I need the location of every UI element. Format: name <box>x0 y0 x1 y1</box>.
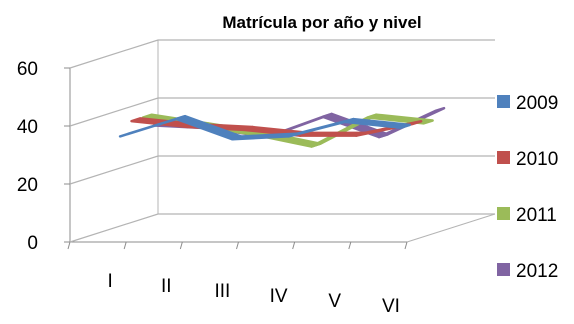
legend-swatch-2010 <box>497 151 510 164</box>
legend-label-2009: 2009 <box>516 93 558 114</box>
x-tick-mark <box>348 241 352 250</box>
x-tick-label: I <box>107 271 112 292</box>
legend: 2009 2010 2011 2012 <box>497 93 558 282</box>
y-tick-label: 40 <box>17 117 38 138</box>
y-axis-ticks: 0 20 40 60 <box>17 59 38 254</box>
y-tick-label: 0 <box>27 233 38 254</box>
legend-swatch-2009 <box>497 95 510 108</box>
x-tick-label: III <box>214 281 230 302</box>
x-tick-label: V <box>328 291 341 312</box>
y-tick-label: 60 <box>17 59 38 80</box>
legend-swatch-2012 <box>497 263 510 276</box>
series-2009 <box>118 114 411 141</box>
gridline <box>69 97 495 127</box>
chart-title: Matrícula por año y nivel <box>222 13 421 32</box>
x-tick-mark <box>123 241 127 250</box>
gridline <box>69 213 495 243</box>
x-axis-ticks: I II III IV V VI <box>107 271 399 317</box>
gridline <box>69 39 495 69</box>
legend-label-2012: 2012 <box>516 261 558 282</box>
x-tick-mark <box>67 241 71 250</box>
x-tick-label: II <box>161 276 172 297</box>
x-tick-mark <box>179 241 183 250</box>
series-layer <box>118 106 446 148</box>
y-tick-label: 20 <box>17 175 38 196</box>
gridlines <box>64 39 495 250</box>
floor-edge <box>406 213 496 243</box>
x-tick-mark <box>236 241 239 250</box>
x-tick-mark <box>292 241 296 250</box>
x-tick-label: VI <box>382 296 400 317</box>
legend-label-2010: 2010 <box>516 149 558 170</box>
legend-swatch-2011 <box>497 207 510 220</box>
legend-label-2011: 2011 <box>516 205 557 226</box>
gridline <box>69 155 495 185</box>
series-2009-segment <box>343 117 411 129</box>
x-tick-label: IV <box>270 286 288 307</box>
x-tick-mark <box>404 241 408 250</box>
